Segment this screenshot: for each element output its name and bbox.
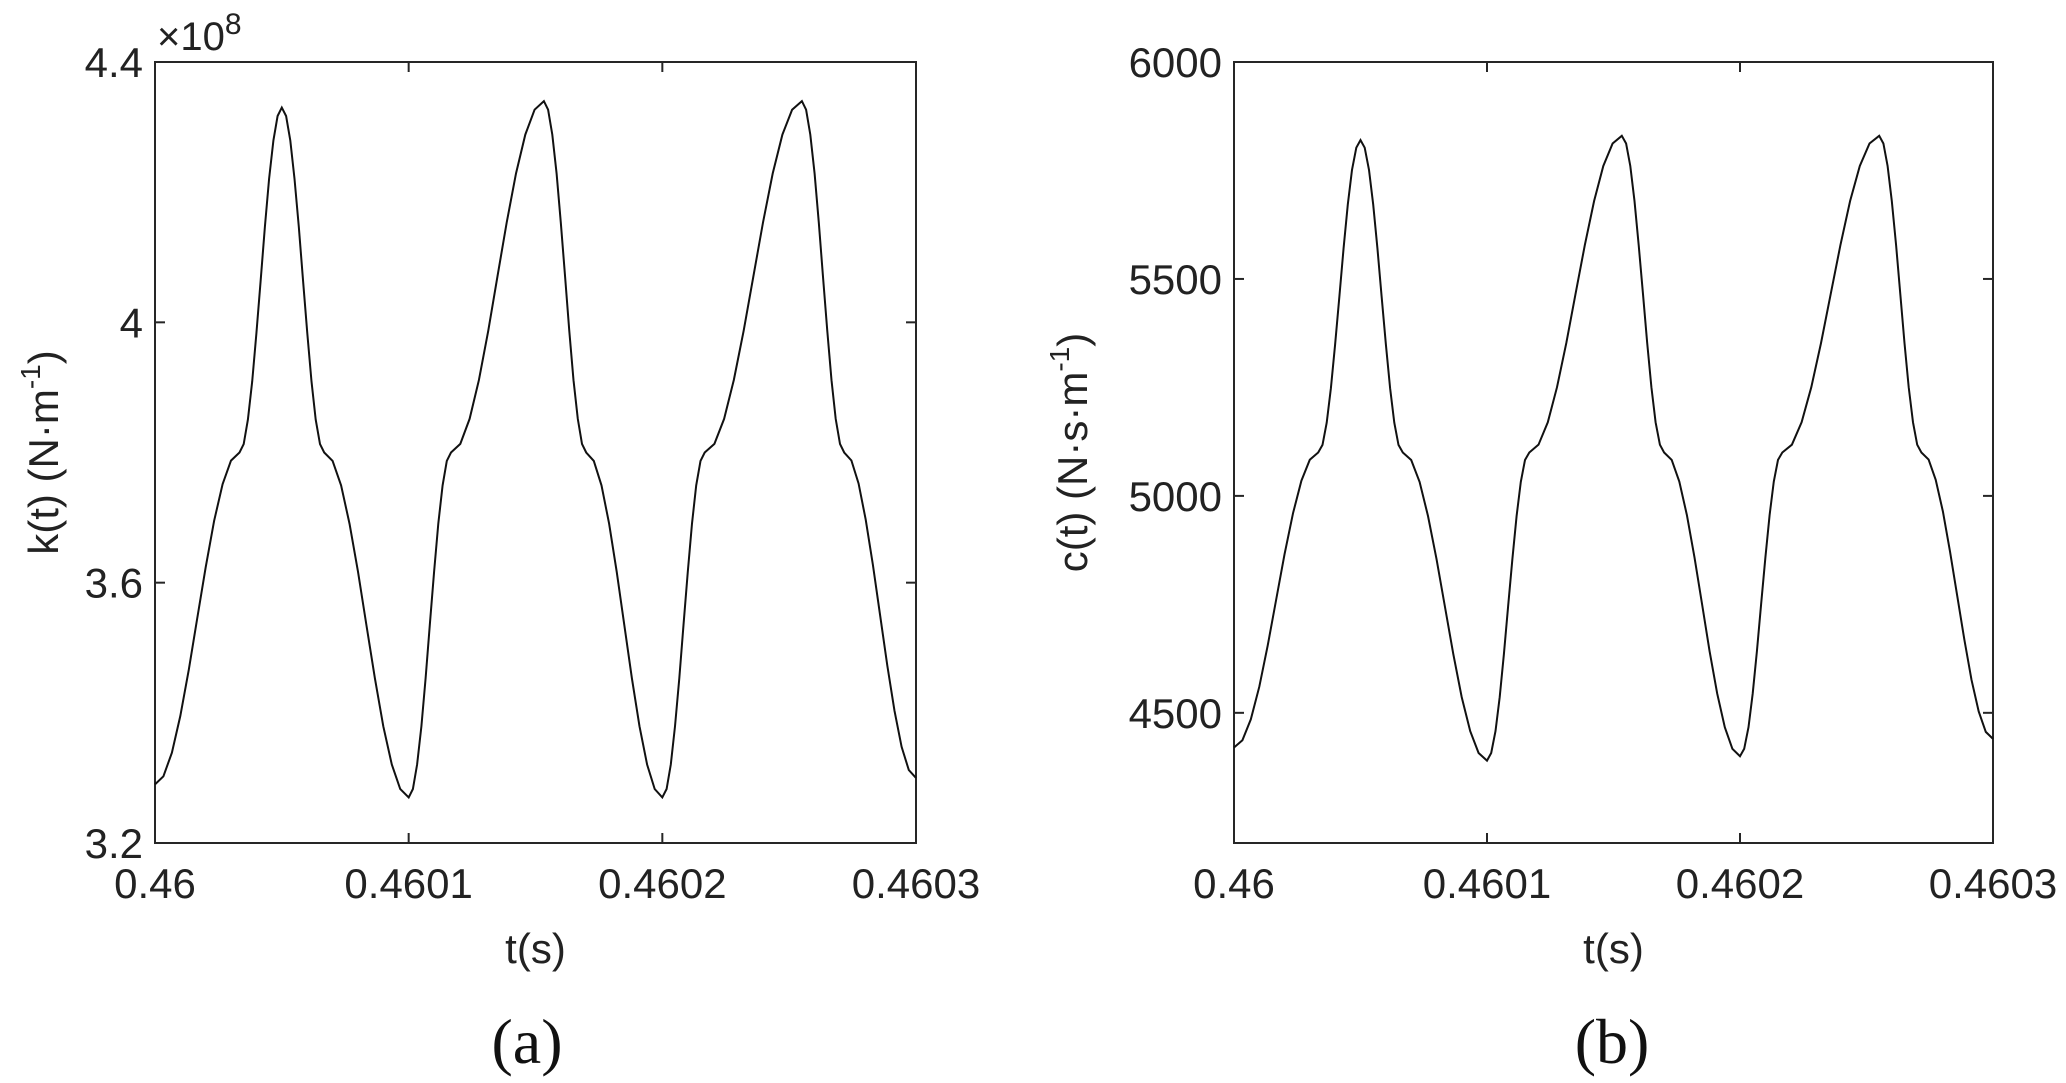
y-tick-label: 4: [120, 299, 143, 346]
plot-frame: [1233, 61, 1994, 844]
plot-frame: [154, 61, 917, 844]
y-tick-label: 3.6: [85, 560, 143, 607]
x-tick-label: 0.4601: [1423, 860, 1551, 907]
x-tick-label: 0.46: [1193, 860, 1275, 907]
y-axis-label: k(t) (N·m-1): [15, 350, 67, 555]
panel-caption: (a): [491, 1006, 562, 1077]
y-tick-label: 3.2: [85, 820, 143, 867]
x-tick-label: 0.4601: [344, 860, 472, 907]
x-axis-label: t(s): [1583, 925, 1644, 972]
x-tick-label: 0.4602: [1676, 860, 1804, 907]
series-line: [154, 99, 917, 800]
chart-panel-b: 0.46 0.4601 0.4602 0.4603 4500 5000 5500 6000 t(…: [1044, 39, 2057, 1077]
y-axis-exponent: ×108: [157, 8, 242, 59]
x-tick-label: 0.4602: [598, 860, 726, 907]
y-tick-label: 4500: [1129, 690, 1222, 737]
y-tick-label: 5000: [1129, 473, 1222, 520]
y-tick-label: 4.4: [85, 39, 143, 86]
x-axis-label: t(s): [505, 925, 566, 972]
chart-panel-a: 0.46 0.4601 0.4602 0.4603 3.2 3.6 4 4.4 ×108 t(s)…: [15, 8, 980, 1077]
y-tick-label: 6000: [1129, 39, 1222, 86]
y-axis-label: c(t) (N·s·m-1): [1044, 333, 1096, 573]
series-line: [1233, 134, 1994, 763]
panel-caption: (b): [1575, 1006, 1650, 1077]
x-tick-label: 0.4603: [852, 860, 980, 907]
x-tick-label: 0.4603: [1929, 860, 2057, 907]
x-tick-label: 0.46: [114, 860, 196, 907]
y-tick-label: 5500: [1129, 256, 1222, 303]
